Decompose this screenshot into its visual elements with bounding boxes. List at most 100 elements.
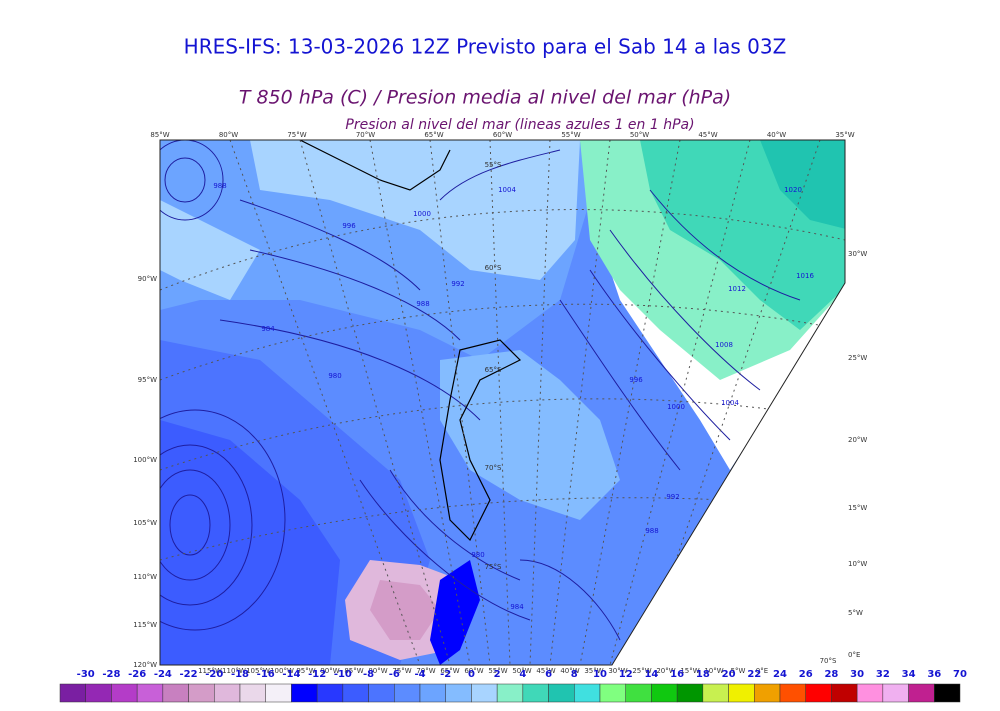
colorbar-box	[291, 683, 318, 703]
colorbar-label: -12	[308, 669, 326, 680]
lon-label: 0°E	[756, 667, 768, 675]
colorbar-box	[136, 683, 164, 703]
colorbar-label: -26	[128, 669, 146, 680]
subtitle: T 850 hPa (C) / Presion media al nivel d…	[239, 87, 731, 109]
lon-label: 35°W	[584, 667, 603, 675]
colorbar-label: -10	[334, 669, 352, 680]
colorbar-label: 14	[644, 669, 658, 680]
colorbar-label: -24	[154, 669, 172, 680]
colorbar-box	[779, 683, 806, 703]
colorbar-label: 70	[953, 669, 967, 680]
colorbar-label: -2	[440, 669, 451, 680]
lat-label: 75°S	[485, 563, 502, 571]
colorbar-box	[676, 683, 704, 703]
colorbar-label: 16	[670, 669, 684, 680]
colorbar-box	[188, 683, 215, 703]
colorbar-box	[214, 683, 241, 703]
contour-label: 980	[328, 372, 341, 380]
colorbar-box	[702, 683, 729, 703]
lon-label: 80°W	[219, 131, 238, 139]
lon-label: 40°W	[560, 667, 579, 675]
colorbar-box	[651, 683, 678, 703]
colorbar-label: -4	[414, 669, 425, 680]
lon-label: 105°W	[133, 519, 157, 527]
lon-label: 15°W	[848, 504, 867, 512]
lat-label: 55°S	[485, 161, 502, 169]
colorbar-label: 2	[494, 669, 501, 680]
contour-label: 1020	[784, 186, 802, 194]
colorbar-box	[419, 683, 446, 703]
lon-label: 110°W	[133, 573, 157, 581]
colorbar-box	[728, 683, 755, 703]
colorbar-label: 20	[722, 669, 736, 680]
lat-label: 60°S	[485, 264, 502, 272]
colorbar-label: 4	[519, 669, 526, 680]
colorbar-box	[548, 683, 575, 703]
lon-label: 70°W	[416, 667, 435, 675]
lon-label: 50°W	[630, 131, 649, 139]
lon-label: 115°W	[198, 667, 222, 675]
lon-label: 55°W	[561, 131, 580, 139]
lon-label: 40°W	[767, 131, 786, 139]
colorbar-box	[265, 683, 292, 703]
lon-label: 85°W	[344, 667, 363, 675]
colorbar-box	[625, 683, 652, 703]
lat-label: 70°S	[485, 464, 502, 472]
colorbar-label: 30	[850, 669, 864, 680]
lon-label: 80°W	[368, 667, 387, 675]
colorbar-label: -30	[77, 669, 95, 680]
contour-label: 996	[629, 376, 643, 384]
contour-label: 1000	[667, 403, 685, 411]
lon-label: 110°W	[222, 667, 246, 675]
colorbar-label: -20	[205, 669, 223, 680]
contour-label: 996	[342, 222, 356, 230]
colorbar-label: -6	[389, 669, 400, 680]
note: Presion al nivel del mar (lineas azules …	[345, 117, 694, 133]
lon-label: 5°W	[731, 667, 746, 675]
colorbar-box	[496, 683, 524, 703]
colorbar-label: 10	[593, 669, 607, 680]
colorbar-box	[831, 683, 858, 703]
colorbar-label: -14	[282, 669, 300, 680]
colorbar-label: 18	[696, 669, 710, 680]
contour-label: 988	[213, 182, 226, 190]
colorbar-label: -28	[102, 669, 120, 680]
colorbar-label: 28	[824, 669, 838, 680]
colorbar-label: 36	[927, 669, 941, 680]
lon-label: 70°W	[356, 131, 375, 139]
lon-label: 85°W	[150, 131, 169, 139]
colorbar-box	[394, 683, 421, 703]
lon-label: 60°W	[464, 667, 483, 675]
colorbar-label: -8	[363, 669, 374, 680]
colorbar-box	[805, 683, 832, 703]
lon-label: 95°W	[296, 667, 315, 675]
colorbar-label: 26	[799, 669, 813, 680]
colorbar-box	[111, 683, 138, 703]
contour-label: 1016	[796, 272, 814, 280]
lon-label: 10°W	[704, 667, 723, 675]
colorbar-box	[59, 683, 86, 703]
colorbar-box	[471, 683, 498, 703]
lon-label: 100°W	[133, 456, 157, 464]
lon-label: 15°W	[680, 667, 699, 675]
contour-label: 1012	[728, 285, 746, 293]
lon-label: 30°W	[848, 250, 867, 258]
colorbar-box	[522, 683, 549, 703]
lon-label: 20°W	[656, 667, 675, 675]
lon-label: 75°W	[392, 667, 411, 675]
contour-label: 984	[261, 325, 275, 333]
colorbar-label: -18	[231, 669, 249, 680]
colorbar-box	[316, 683, 344, 703]
lon-label: 25°W	[632, 667, 651, 675]
colorbar-box	[85, 683, 112, 703]
lat-label: 70°S	[820, 657, 837, 665]
lon-label: 65°W	[424, 131, 443, 139]
contour-label: 980	[471, 551, 484, 559]
lon-label: 75°W	[287, 131, 306, 139]
colorbar-box	[445, 683, 472, 703]
colorbar-label: 32	[876, 669, 890, 680]
contour-label: 992	[451, 280, 464, 288]
lon-label: 105°W	[246, 667, 270, 675]
colorbar-label: -22	[180, 669, 198, 680]
colorbar-box	[908, 683, 935, 703]
